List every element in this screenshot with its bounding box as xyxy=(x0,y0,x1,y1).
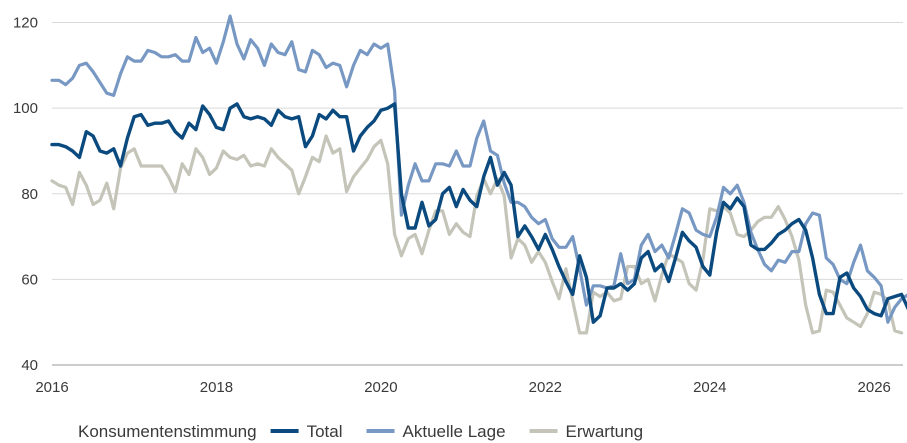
series-line-erwartung xyxy=(50,134,904,335)
y-tick-label-60: 60 xyxy=(21,271,38,288)
x-tick-label-2026: 2026 xyxy=(858,379,891,396)
legend-title: Konsumentenstimmung xyxy=(78,422,257,441)
x-tick-label-2020: 2020 xyxy=(364,379,397,396)
y-tick-label-80: 80 xyxy=(21,186,38,203)
y-tick-label-100: 100 xyxy=(13,100,38,117)
legend: Konsumentenstimmung Total Aktuelle Lage Er… xyxy=(78,422,643,441)
x-axis-tick-labels: 2016 2018 2020 2022 2024 2026 xyxy=(35,379,891,396)
x-tick-label-2018: 2018 xyxy=(200,379,233,396)
series-line-aktuelle-lage xyxy=(50,14,907,324)
legend-label-total: Total xyxy=(307,422,343,441)
x-tick-label-2022: 2022 xyxy=(529,379,562,396)
x-tick-label-2024: 2024 xyxy=(693,379,726,396)
y-tick-label-40: 40 xyxy=(21,357,38,374)
legend-label-aktuelle-lage: Aktuelle Lage xyxy=(403,422,506,441)
series-lines xyxy=(50,14,907,335)
y-tick-label-120: 120 xyxy=(13,15,38,32)
legend-label-erwartung: Erwartung xyxy=(566,422,643,441)
y-axis-tick-labels: 40 60 80 100 120 xyxy=(13,15,38,374)
series-line-total xyxy=(50,102,907,324)
x-tick-label-2016: 2016 xyxy=(35,379,68,396)
